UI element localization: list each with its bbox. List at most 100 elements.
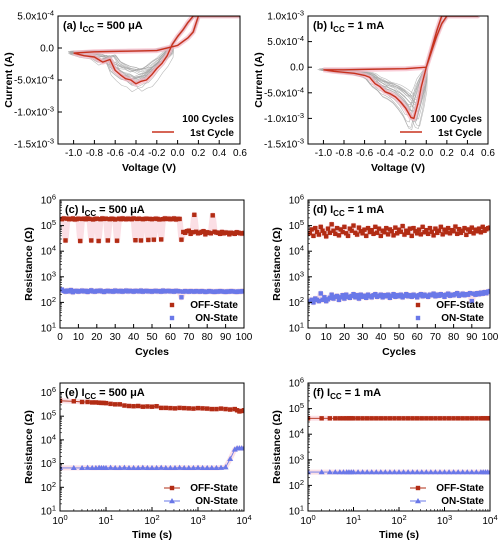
data-point-on-state [386,469,393,475]
data-point-off-state [398,229,404,234]
x-tick-label: -0.4 [377,148,395,159]
panel-title-b: (b) ICC = 1 mA [313,20,384,34]
data-point-off-state [191,406,196,411]
data-point-on-state [318,469,325,475]
data-point-off-state [103,400,109,406]
data-point-off-state [374,230,380,235]
data-point-on-state [391,469,398,475]
data-point-off-state [455,231,460,236]
y-tick-label: 104 [289,427,304,441]
data-point-off-state [96,238,101,244]
data-point-off-state [209,406,214,412]
legend-marker-on-state [415,315,421,321]
x-tick-label: 30 [357,332,369,343]
x-tick-label: -1.0 [65,148,83,159]
y-axis-label: Resistance (Ω) [23,410,35,484]
data-point-off-state [469,225,474,230]
data-point-off-state [334,225,340,231]
data-point-off-state [159,405,164,411]
data-point-on-state [355,469,362,475]
data-point-off-state [205,406,210,411]
data-point-off-state [241,230,244,236]
data-point-off-state [145,404,150,409]
data-point-off-state [451,416,456,421]
data-point-off-state [237,409,242,414]
data-point-off-state [133,237,138,243]
data-point-off-state [487,416,490,421]
data-point-on-state [446,469,453,475]
y-axis-label: Resistance (Ω) [23,227,35,301]
data-point-off-state [460,416,465,421]
data-point-on-state [149,464,155,471]
data-point-on-state [473,469,480,475]
x-tick-label: 104 [482,513,497,527]
data-point-off-state [360,231,365,236]
data-point-off-state [344,416,349,421]
data-point-off-state [369,228,374,233]
data-point-off-state [480,224,485,230]
data-point-off-state [376,226,382,231]
data-point-on-state [350,469,357,475]
data-point-on-state [176,464,183,470]
plot-frame-b [307,15,489,145]
data-point-on-state [162,464,169,471]
x-tick-label: 50 [146,332,158,343]
data-point-off-state [214,406,219,412]
data-point-off-state [355,416,361,421]
data-point-off-state [427,225,433,231]
data-point-off-state [351,416,356,421]
data-point-off-state [319,416,324,421]
y-tick-label: 105 [289,218,304,232]
data-point-on-state [311,300,316,305]
y-tick-label: 103 [289,269,304,283]
legend-label-100-cycles: 100 Cycles [430,114,482,125]
data-point-off-state [113,402,118,407]
y-tick-label: 101 [289,504,304,518]
data-point-off-state [322,231,327,236]
data-point-off-state [114,238,120,243]
x-tick-label: 0 [305,332,311,343]
y-tick-label: 5.0x10-4 [267,34,304,48]
data-point-off-state [60,398,63,403]
y-tick-label: 5.0x10-4 [17,9,54,23]
data-point-on-state [427,469,434,475]
data-point-off-state [218,406,224,411]
data-point-on-state [409,469,416,475]
x-axis-label: Voltage (V) [122,162,176,174]
y-tick-label: 105 [289,401,304,415]
data-point-off-state [179,237,184,242]
data-point-off-state [364,416,370,421]
data-point-off-state [391,233,396,238]
data-point-on-state [135,464,142,471]
data-point-off-state [337,416,343,421]
data-point-off-state [437,416,443,421]
data-point-off-state [201,229,206,234]
y-tick-label: 0.0 [40,44,54,55]
legend-label-1st-cycle: 1st Cycle [438,128,482,139]
x-tick-label: -0.6 [107,148,125,159]
y-tick-label: 0.0 [290,63,304,74]
x-tick-label: 10 [73,332,85,343]
y-tick-label: 101 [41,321,56,335]
legend-label-off-state: OFF-State [436,300,484,311]
data-point-on-state [368,469,375,475]
data-point-off-state [401,416,406,421]
data-point-off-state [483,416,488,421]
data-point-off-state [192,212,197,218]
data-point-off-state [349,228,354,233]
data-point-off-state [373,224,378,230]
data-point-off-state [478,230,484,235]
data-point-off-state [96,400,102,405]
data-point-off-state [383,416,388,421]
x-tick-label: 60 [165,332,177,343]
y-tick-label: -1.5x10-3 [264,137,304,151]
data-point-off-state [331,228,336,233]
data-point-off-state [324,234,329,239]
data-point-off-state [316,232,322,237]
data-point-on-state [414,469,421,475]
data-point-off-state [385,232,391,237]
data-point-off-state [475,229,480,234]
data-point-off-state [232,406,237,412]
data-point-off-state [190,230,195,235]
